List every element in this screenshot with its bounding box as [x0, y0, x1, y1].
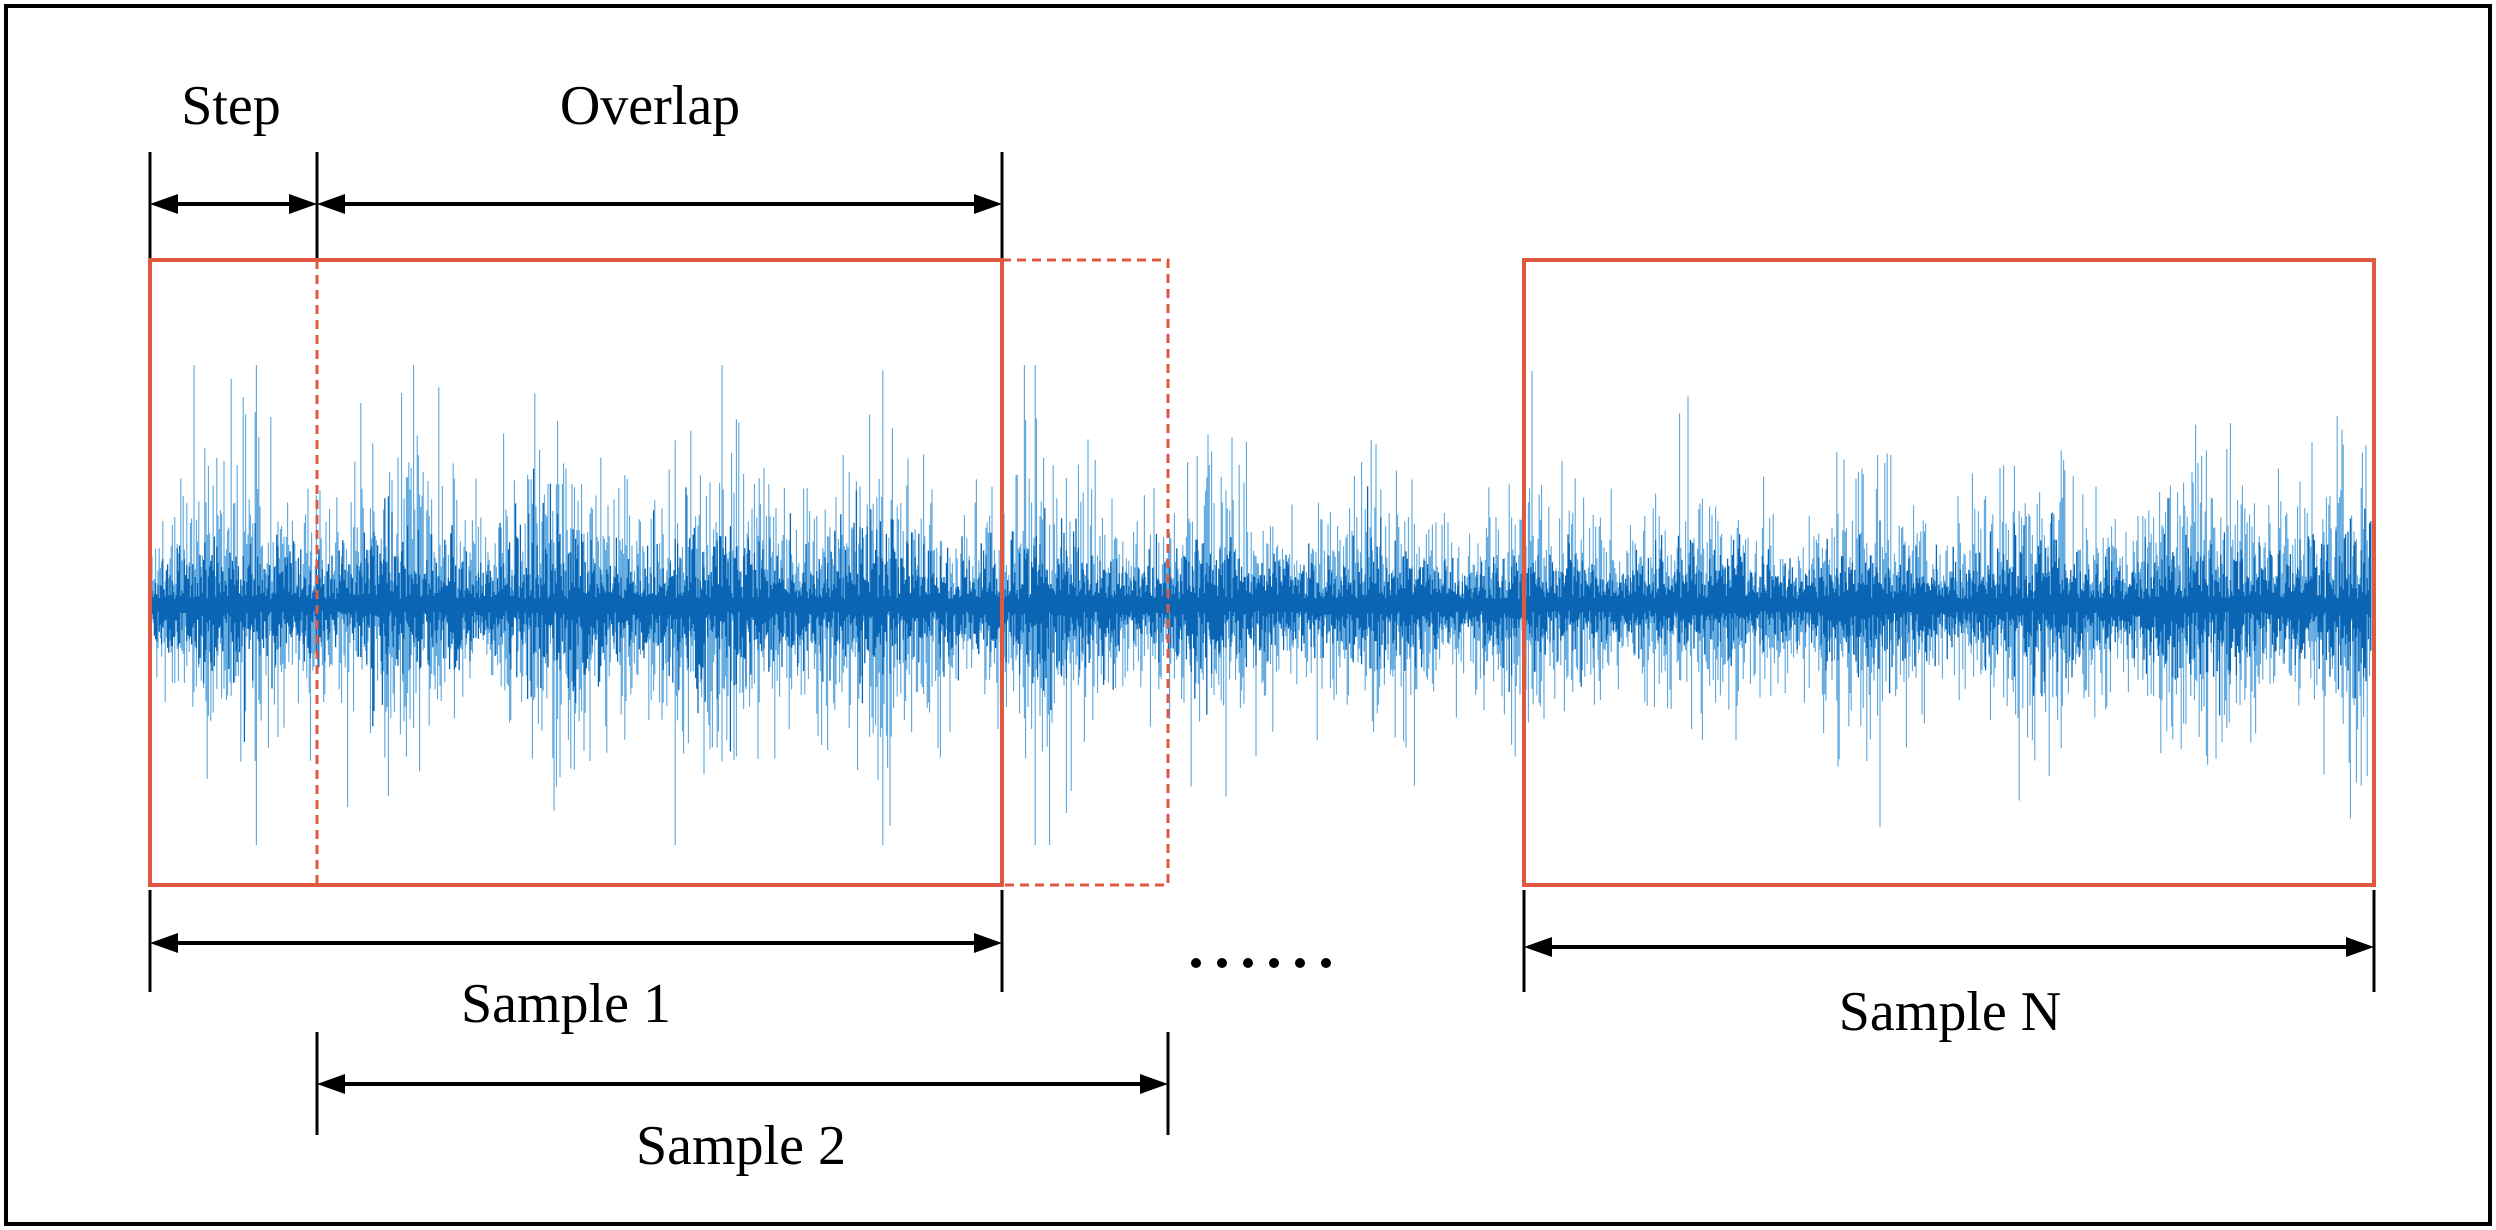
overlap-label: Overlap: [560, 75, 740, 137]
sample-1-arrow-right-head: [974, 933, 1002, 953]
sample-n-arrow-left-head: [1524, 937, 1552, 957]
sample-2-label: Sample 2: [636, 1115, 846, 1177]
signal-core-dark: [151, 468, 2372, 752]
sample-1-label: Sample 1: [461, 973, 671, 1035]
ellipsis-dots: [1191, 958, 1331, 968]
sample-2-arrow-right-head: [1140, 1074, 1168, 1094]
sample-2-arrow-left-head: [317, 1074, 345, 1094]
sample-1-window: [148, 258, 1004, 887]
sample-n-window: [1522, 258, 2376, 887]
vibration-signal: [151, 365, 2372, 845]
overlap-arrow-left-head: [317, 194, 345, 214]
sample-2-window-right-part: [1002, 258, 1170, 887]
step-arrow-right-head: [289, 194, 317, 214]
sample-n-label: Sample N: [1839, 981, 2061, 1043]
step-arrow-left-head: [150, 194, 178, 214]
step-label: Step: [181, 75, 281, 137]
outer-frame: [4, 4, 2492, 1226]
overlap-arrow-right-head: [974, 194, 1002, 214]
sample-1-arrow-left-head: [150, 933, 178, 953]
sample-n-arrow-right-head: [2346, 937, 2374, 957]
